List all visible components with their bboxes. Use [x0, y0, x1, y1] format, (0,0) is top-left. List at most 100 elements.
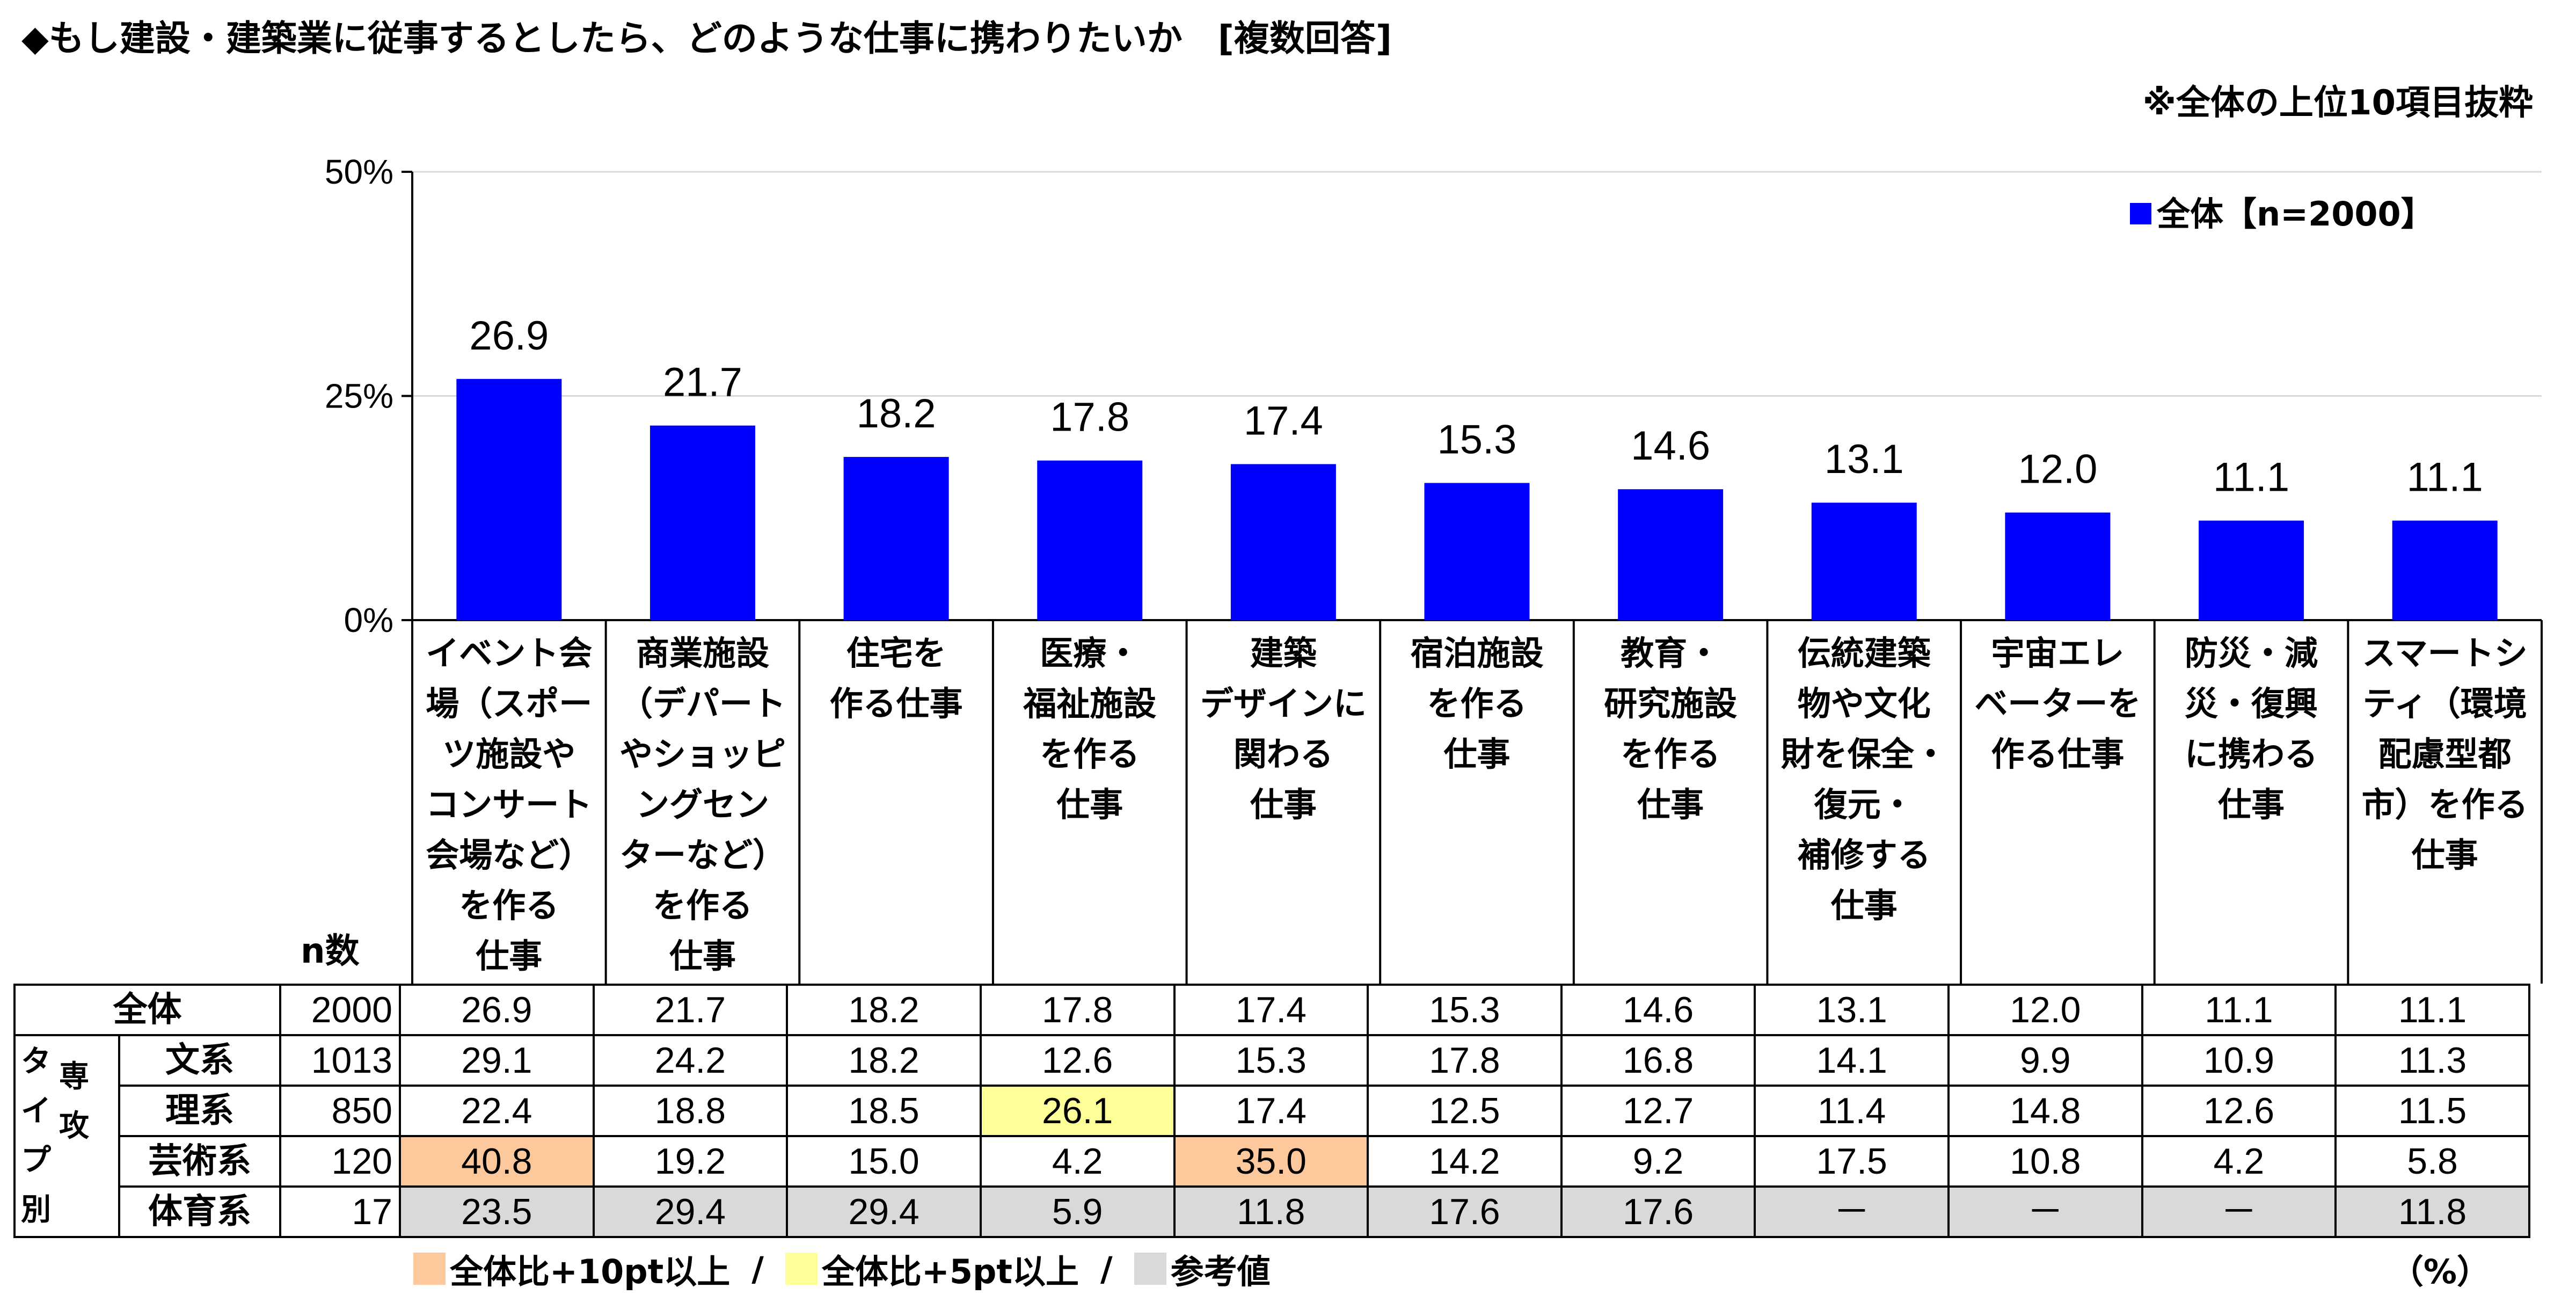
- y-tick-label: 25%: [325, 377, 393, 416]
- table-row: タ イ プ 別文系 1013 29.1 24.2 18.2 12.6 15.3 17.8 16.…: [13, 1034, 2530, 1238]
- unit-label: （%）: [2390, 1252, 2490, 1291]
- table-cell: 9.2: [1560, 1135, 1756, 1188]
- table-cell: 15.3: [1173, 1034, 1369, 1087]
- category-label: 住宅を 作る仕事: [829, 634, 963, 723]
- yellow-legend-label: 全体比+5pt以上: [821, 1252, 1079, 1291]
- bar-value-label: 12.0: [2018, 447, 2097, 492]
- table-cell: 35.0: [1173, 1135, 1369, 1188]
- bar: [2005, 512, 2111, 620]
- gray-swatch: [1134, 1253, 1166, 1285]
- legend-label: 全体【n=2000】: [2156, 194, 2434, 234]
- bar: [1424, 483, 1530, 620]
- row-n: 120: [279, 1135, 401, 1188]
- table-cell: 12.0: [1947, 984, 2143, 1036]
- page-title: ◆もし建設・建築業に従事するとしたら、どのような仕事に携わりたいか [複数回答]: [21, 18, 1392, 59]
- category-label: 宇宙エレ ベーターを 作る仕事: [1974, 634, 2141, 774]
- n-header: n数: [301, 932, 360, 971]
- table-cell: 17.5: [1754, 1135, 1950, 1188]
- legend-separator-2: /: [1100, 1249, 1113, 1289]
- bar-value-label: 21.7: [663, 360, 742, 405]
- table-cell: 4.2: [2141, 1135, 2337, 1188]
- table-cell: 11.4: [1754, 1085, 1950, 1137]
- category-label: 伝統建築 物や文化 財を保全・ 復元・ 補修する 仕事: [1780, 634, 1947, 925]
- table-cell: 11.8: [2334, 1185, 2530, 1238]
- gray-legend-label: 参考値: [1170, 1252, 1271, 1291]
- row-label: 体育系: [118, 1185, 281, 1238]
- orange-swatch: [413, 1253, 446, 1285]
- table-cell: 17.6: [1560, 1185, 1756, 1238]
- table-cell: 40.8: [399, 1135, 595, 1188]
- table-cell: 18.2: [786, 1034, 982, 1087]
- table-cell: 17.6: [1367, 1185, 1563, 1238]
- bar-value-label: 17.8: [1050, 395, 1129, 440]
- table-cell: －: [1754, 1185, 1950, 1238]
- row-n: 2000: [279, 984, 401, 1036]
- bar-value-label: 26.9: [469, 313, 549, 359]
- table-cell: 12.5: [1367, 1085, 1563, 1137]
- bar: [456, 379, 562, 620]
- table-row: 理系 850 22.4 18.8 18.5 26.1 17.4 12.5 12.7 11.4 14.…: [14, 1085, 2530, 1137]
- table-cell: 18.5: [786, 1085, 982, 1137]
- table-cell: 18.2: [786, 984, 982, 1036]
- table-cell: 22.4: [399, 1085, 595, 1137]
- table-cell: 12.7: [1560, 1085, 1756, 1137]
- table-cell: 10.8: [1947, 1135, 2143, 1188]
- table-row: 全体 2000 26.9 21.7 18.2 17.8 17.4 15.3 14.6 13.1 12…: [13, 984, 2530, 1036]
- legend-separator-1: /: [751, 1249, 764, 1289]
- yellow-swatch: [785, 1253, 818, 1285]
- bar-value-label: 18.2: [857, 391, 936, 436]
- bar-value-label: 14.6: [1631, 423, 1710, 469]
- row-label: 理系: [118, 1085, 281, 1137]
- table-cell: 17.4: [1173, 1085, 1369, 1137]
- category-label: 建築 デザインに 関わる 仕事: [1200, 634, 1367, 824]
- table-cell: 9.9: [1947, 1034, 2143, 1087]
- bar: [1618, 489, 1724, 620]
- row-label: 全体: [13, 984, 281, 1036]
- table-cell: 14.8: [1947, 1085, 2143, 1137]
- y-tick-label: 0%: [344, 601, 394, 639]
- table-cell: 29.1: [399, 1034, 595, 1087]
- category-label: 教育・ 研究施設 を作る 仕事: [1604, 634, 1738, 824]
- table-cell: 14.2: [1367, 1135, 1563, 1188]
- bar: [650, 425, 755, 620]
- table-cell: 5.9: [979, 1185, 1176, 1238]
- category-label: 医療・ 福祉施設 を作る 仕事: [1023, 634, 1157, 824]
- table-cell: 26.9: [399, 984, 595, 1036]
- table-cell: －: [1947, 1185, 2143, 1238]
- y-tick-label: 50%: [325, 152, 393, 191]
- table-cell: 29.4: [592, 1185, 789, 1238]
- table-cell: 11.1: [2334, 984, 2530, 1036]
- bar: [1230, 464, 1336, 620]
- bar: [843, 457, 949, 620]
- table-cell: 4.2: [979, 1135, 1176, 1188]
- row-n: 850: [279, 1085, 401, 1137]
- table-cell: 13.1: [1754, 984, 1950, 1036]
- table-cell: 11.3: [2334, 1034, 2530, 1087]
- table-cell: 24.2: [592, 1034, 789, 1087]
- table-cell: 23.5: [399, 1185, 595, 1238]
- table-cell: 12.6: [2141, 1085, 2337, 1137]
- table-cell: 26.1: [979, 1085, 1176, 1137]
- table-cell: 11.1: [2141, 984, 2337, 1036]
- table-cell: 12.6: [979, 1034, 1176, 1087]
- bar: [2392, 520, 2498, 620]
- bar-value-label: 15.3: [1437, 417, 1517, 462]
- table-cell: 29.4: [786, 1185, 982, 1238]
- table-cell: 14.6: [1560, 984, 1756, 1036]
- row-label: 芸術系: [118, 1135, 281, 1188]
- category-label: 宿泊施設 を作る 仕事: [1410, 634, 1544, 774]
- row-n: 1013: [279, 1034, 401, 1087]
- bar-value-label: 13.1: [1825, 436, 1904, 482]
- table-cell: 21.7: [592, 984, 789, 1036]
- group-label-type: タ イ プ 別: [13, 1034, 120, 1238]
- category-label: スマートシ ティ（環境 配慮型都 市）を作る 仕事: [2361, 634, 2528, 875]
- bar-value-label: 11.1: [2213, 455, 2289, 500]
- bar: [2199, 520, 2304, 620]
- table-cell: 15.0: [786, 1135, 982, 1188]
- table-cell: 10.9: [2141, 1034, 2337, 1087]
- crosstab-table: 全体 2000 26.9 21.7 18.2 17.8 17.4 15.3 14.6 13.1 12…: [13, 984, 2530, 1238]
- top10-note: ※全体の上位10項目抜粋: [2142, 83, 2533, 123]
- table-cell: 17.8: [1367, 1034, 1563, 1087]
- table-cell: 17.4: [1173, 984, 1369, 1036]
